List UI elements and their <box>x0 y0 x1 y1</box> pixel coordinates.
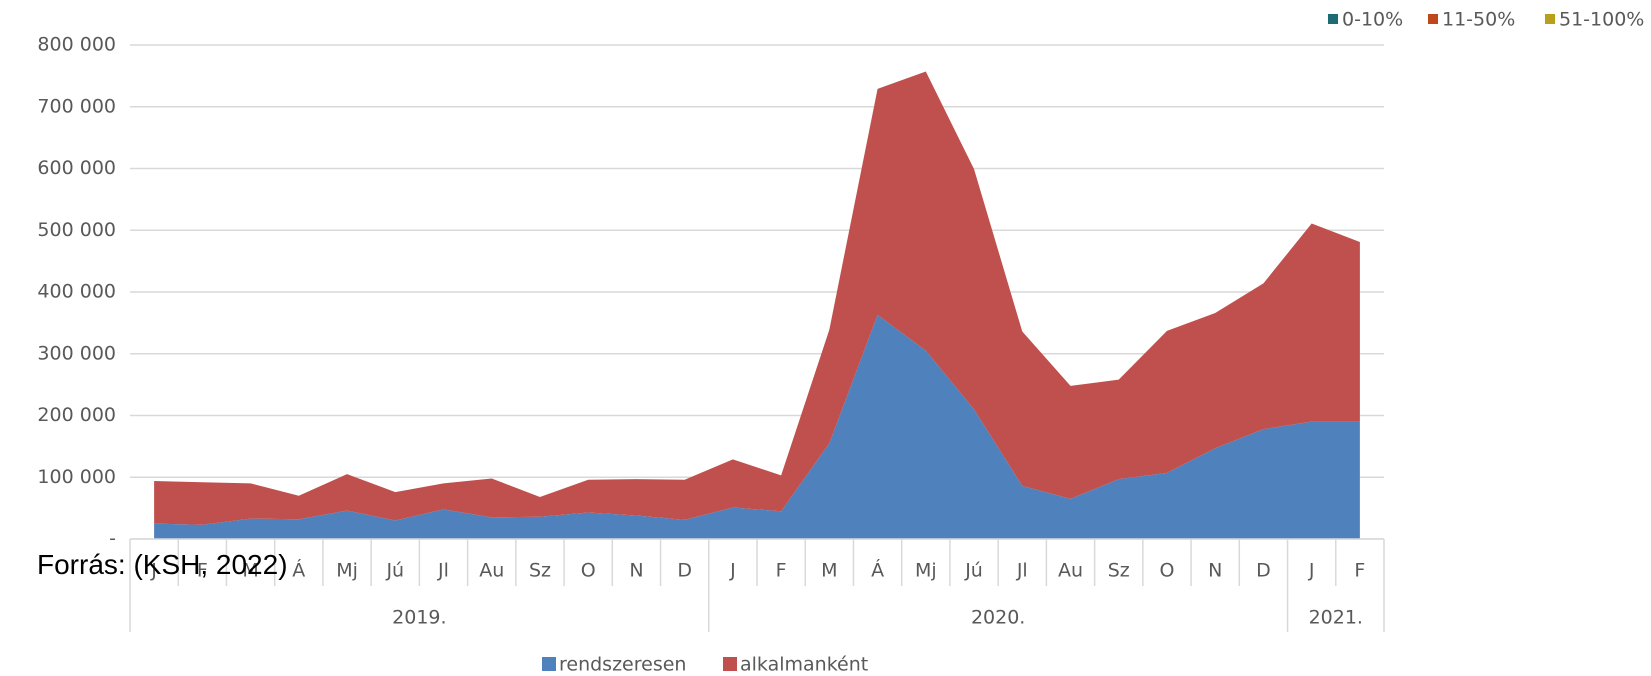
area <box>154 314 1360 539</box>
legend-swatch <box>1328 14 1338 24</box>
legend-swatch <box>1428 14 1438 24</box>
y-tick-label: 100 000 <box>37 466 116 488</box>
x-tick-label: Mj <box>915 560 937 582</box>
x-tick-label: M <box>821 560 837 582</box>
legend-swatch <box>1545 14 1555 24</box>
legend-label: alkalmanként <box>740 654 868 676</box>
x-group-label: 2020. <box>971 607 1025 629</box>
legend-label: rendszeresen <box>559 654 686 676</box>
x-tick-label: Au <box>1058 560 1083 582</box>
y-tick-label: 500 000 <box>37 219 116 241</box>
x-tick-label: O <box>581 560 596 582</box>
x-tick-label: F <box>1354 560 1365 582</box>
x-tick-label: M <box>242 560 258 582</box>
x-tick-label: J <box>729 560 736 582</box>
x-tick-label: Au <box>479 560 504 582</box>
x-tick-label: D <box>677 560 692 582</box>
legend-label: 11-50% <box>1442 9 1515 31</box>
x-tick-label: F <box>776 560 787 582</box>
x-tick-label: Á <box>292 559 305 582</box>
x-tick-label: Mj <box>336 560 358 582</box>
x-tick-label: N <box>1208 560 1222 582</box>
x-tick-label: Sz <box>529 560 551 582</box>
y-tick-label: 800 000 <box>37 34 116 56</box>
x-group-label: 2019. <box>392 607 446 629</box>
x-group-label: 2021. <box>1309 607 1363 629</box>
area <box>154 71 1360 525</box>
x-tick-label: Jl <box>437 560 449 582</box>
x-tick-label: J <box>150 560 157 582</box>
y-tick-label: 300 000 <box>37 342 116 364</box>
y-tick-label: 600 000 <box>37 157 116 179</box>
x-tick-label: J <box>1308 560 1315 582</box>
x-tick-label: Á <box>871 559 884 582</box>
source-note: Forrás: (KSH, 2022) <box>37 549 288 580</box>
x-tick-label: F <box>197 560 208 582</box>
y-tick-label: 200 000 <box>37 404 116 426</box>
y-tick-label: 700 000 <box>37 95 116 117</box>
y-tick-label: 400 000 <box>37 281 116 303</box>
x-tick-label: Jú <box>964 560 983 582</box>
x-tick-label: D <box>1256 560 1271 582</box>
x-tick-label: Jl <box>1016 560 1028 582</box>
legend-swatch <box>542 657 556 671</box>
legend-swatch <box>723 657 737 671</box>
y-tick-label: - <box>109 528 116 550</box>
x-tick-label: O <box>1159 560 1174 582</box>
x-tick-label: N <box>629 560 643 582</box>
x-tick-label: Jú <box>385 560 404 582</box>
legend-label: 51-100% <box>1559 9 1644 31</box>
x-tick-label: Sz <box>1108 560 1130 582</box>
legend-label: 0-10% <box>1342 9 1403 31</box>
